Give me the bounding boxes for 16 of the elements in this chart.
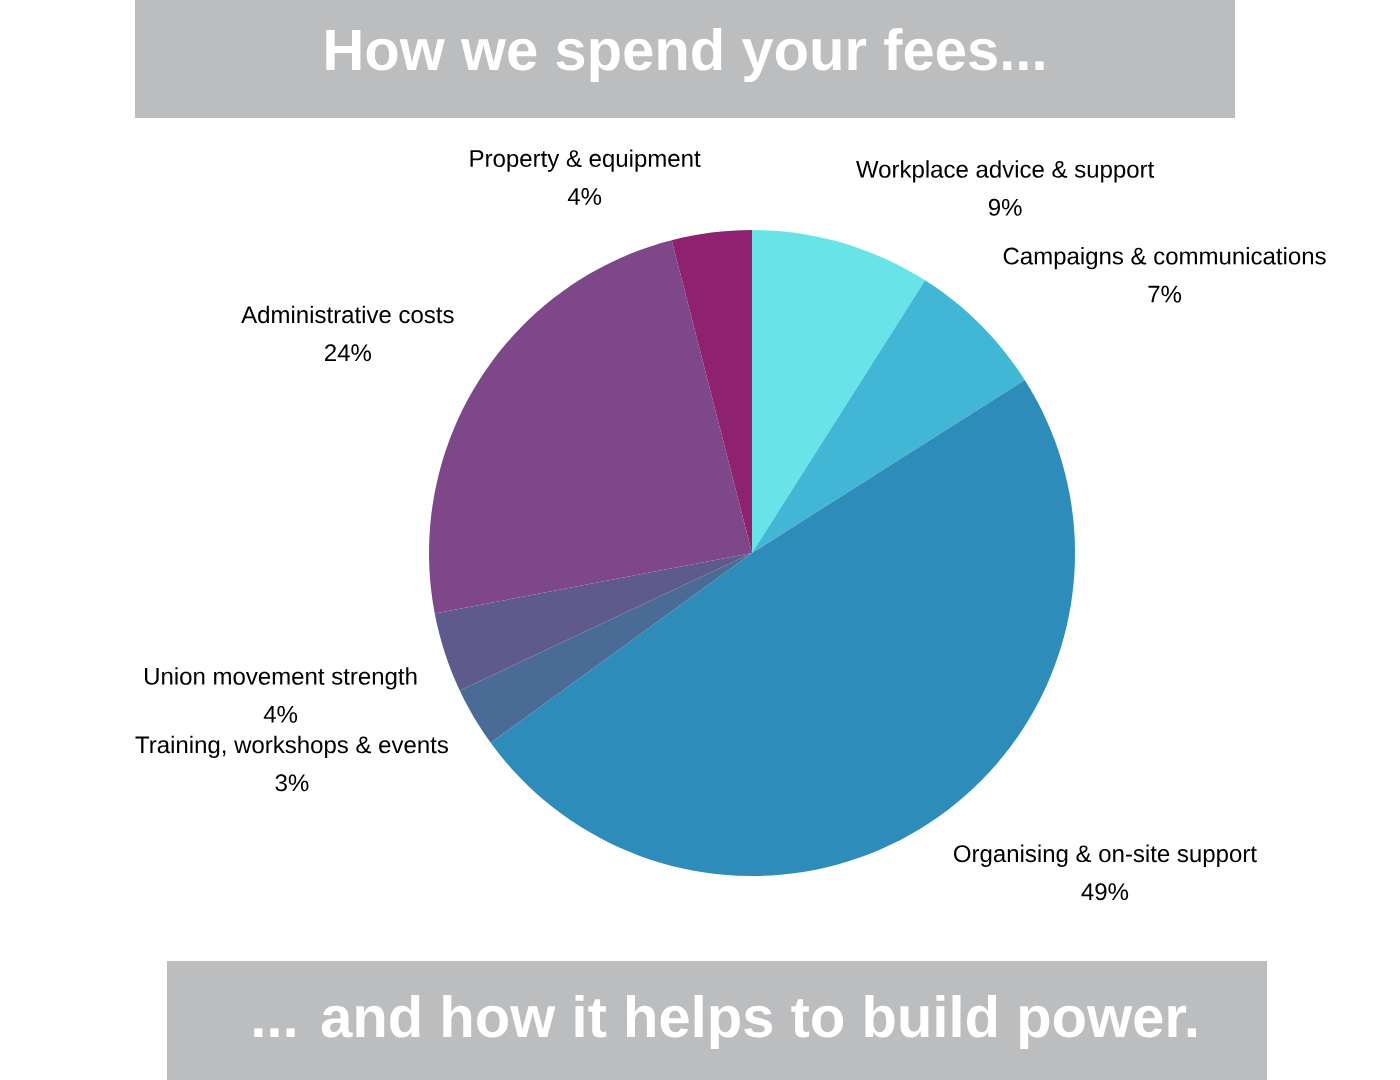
slice-label: Campaigns & communications xyxy=(1003,246,1326,270)
slice-label: Union movement strength xyxy=(145,667,417,690)
slice-label: Organising & on-site support xyxy=(953,844,1257,867)
text: ... and how it helps to build power. xyxy=(254,994,1196,1050)
data-label: 9% xyxy=(988,198,1022,216)
data-label: 4% xyxy=(567,188,602,205)
chart-title: How we spend your fees... xyxy=(326,27,1044,83)
data-label: 3% xyxy=(275,774,309,792)
data-label: 49% xyxy=(1081,883,1129,901)
slice-label: Administrative costs xyxy=(241,305,454,324)
slice-label: Training, workshops & events xyxy=(135,735,448,759)
data-label: 4% xyxy=(263,705,298,723)
data-label: 24% xyxy=(325,344,371,362)
data-label: 7% xyxy=(1148,285,1182,303)
slice-label: Property & equipment xyxy=(470,149,701,172)
slice-label: Workplace advice & support xyxy=(856,160,1155,183)
